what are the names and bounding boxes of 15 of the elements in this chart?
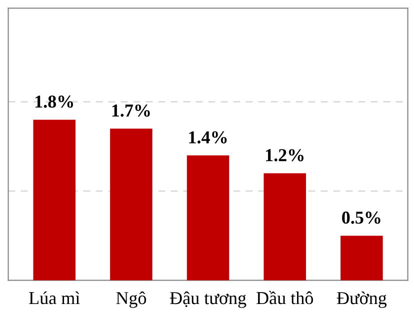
bar — [110, 128, 152, 280]
bar — [33, 120, 76, 280]
x-tick-label: Đậu tương — [170, 291, 246, 308]
data-label: 1.2% — [266, 149, 304, 162]
x-tick-label: Dầu thô — [256, 290, 314, 304]
bar — [340, 236, 383, 280]
data-label: 0.5% — [342, 212, 380, 224]
data-label: 1.4% — [189, 131, 227, 144]
x-tick-label: Lúa mì — [29, 291, 80, 304]
x-tick-label: Đường — [336, 291, 387, 308]
bar — [186, 155, 230, 280]
x-tick-label: Ngô — [116, 291, 146, 308]
data-label: 1.8% — [36, 96, 73, 108]
data-label: 1.7% — [112, 104, 150, 117]
bar — [264, 173, 306, 280]
